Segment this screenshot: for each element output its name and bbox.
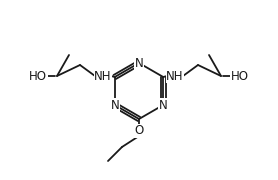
Text: NH: NH bbox=[166, 69, 184, 82]
Text: HO: HO bbox=[231, 69, 249, 82]
Text: N: N bbox=[110, 98, 119, 111]
Text: N: N bbox=[159, 98, 168, 111]
Text: HO: HO bbox=[29, 69, 47, 82]
Text: O: O bbox=[134, 125, 144, 138]
Text: N: N bbox=[135, 57, 143, 69]
Text: NH: NH bbox=[94, 69, 112, 82]
